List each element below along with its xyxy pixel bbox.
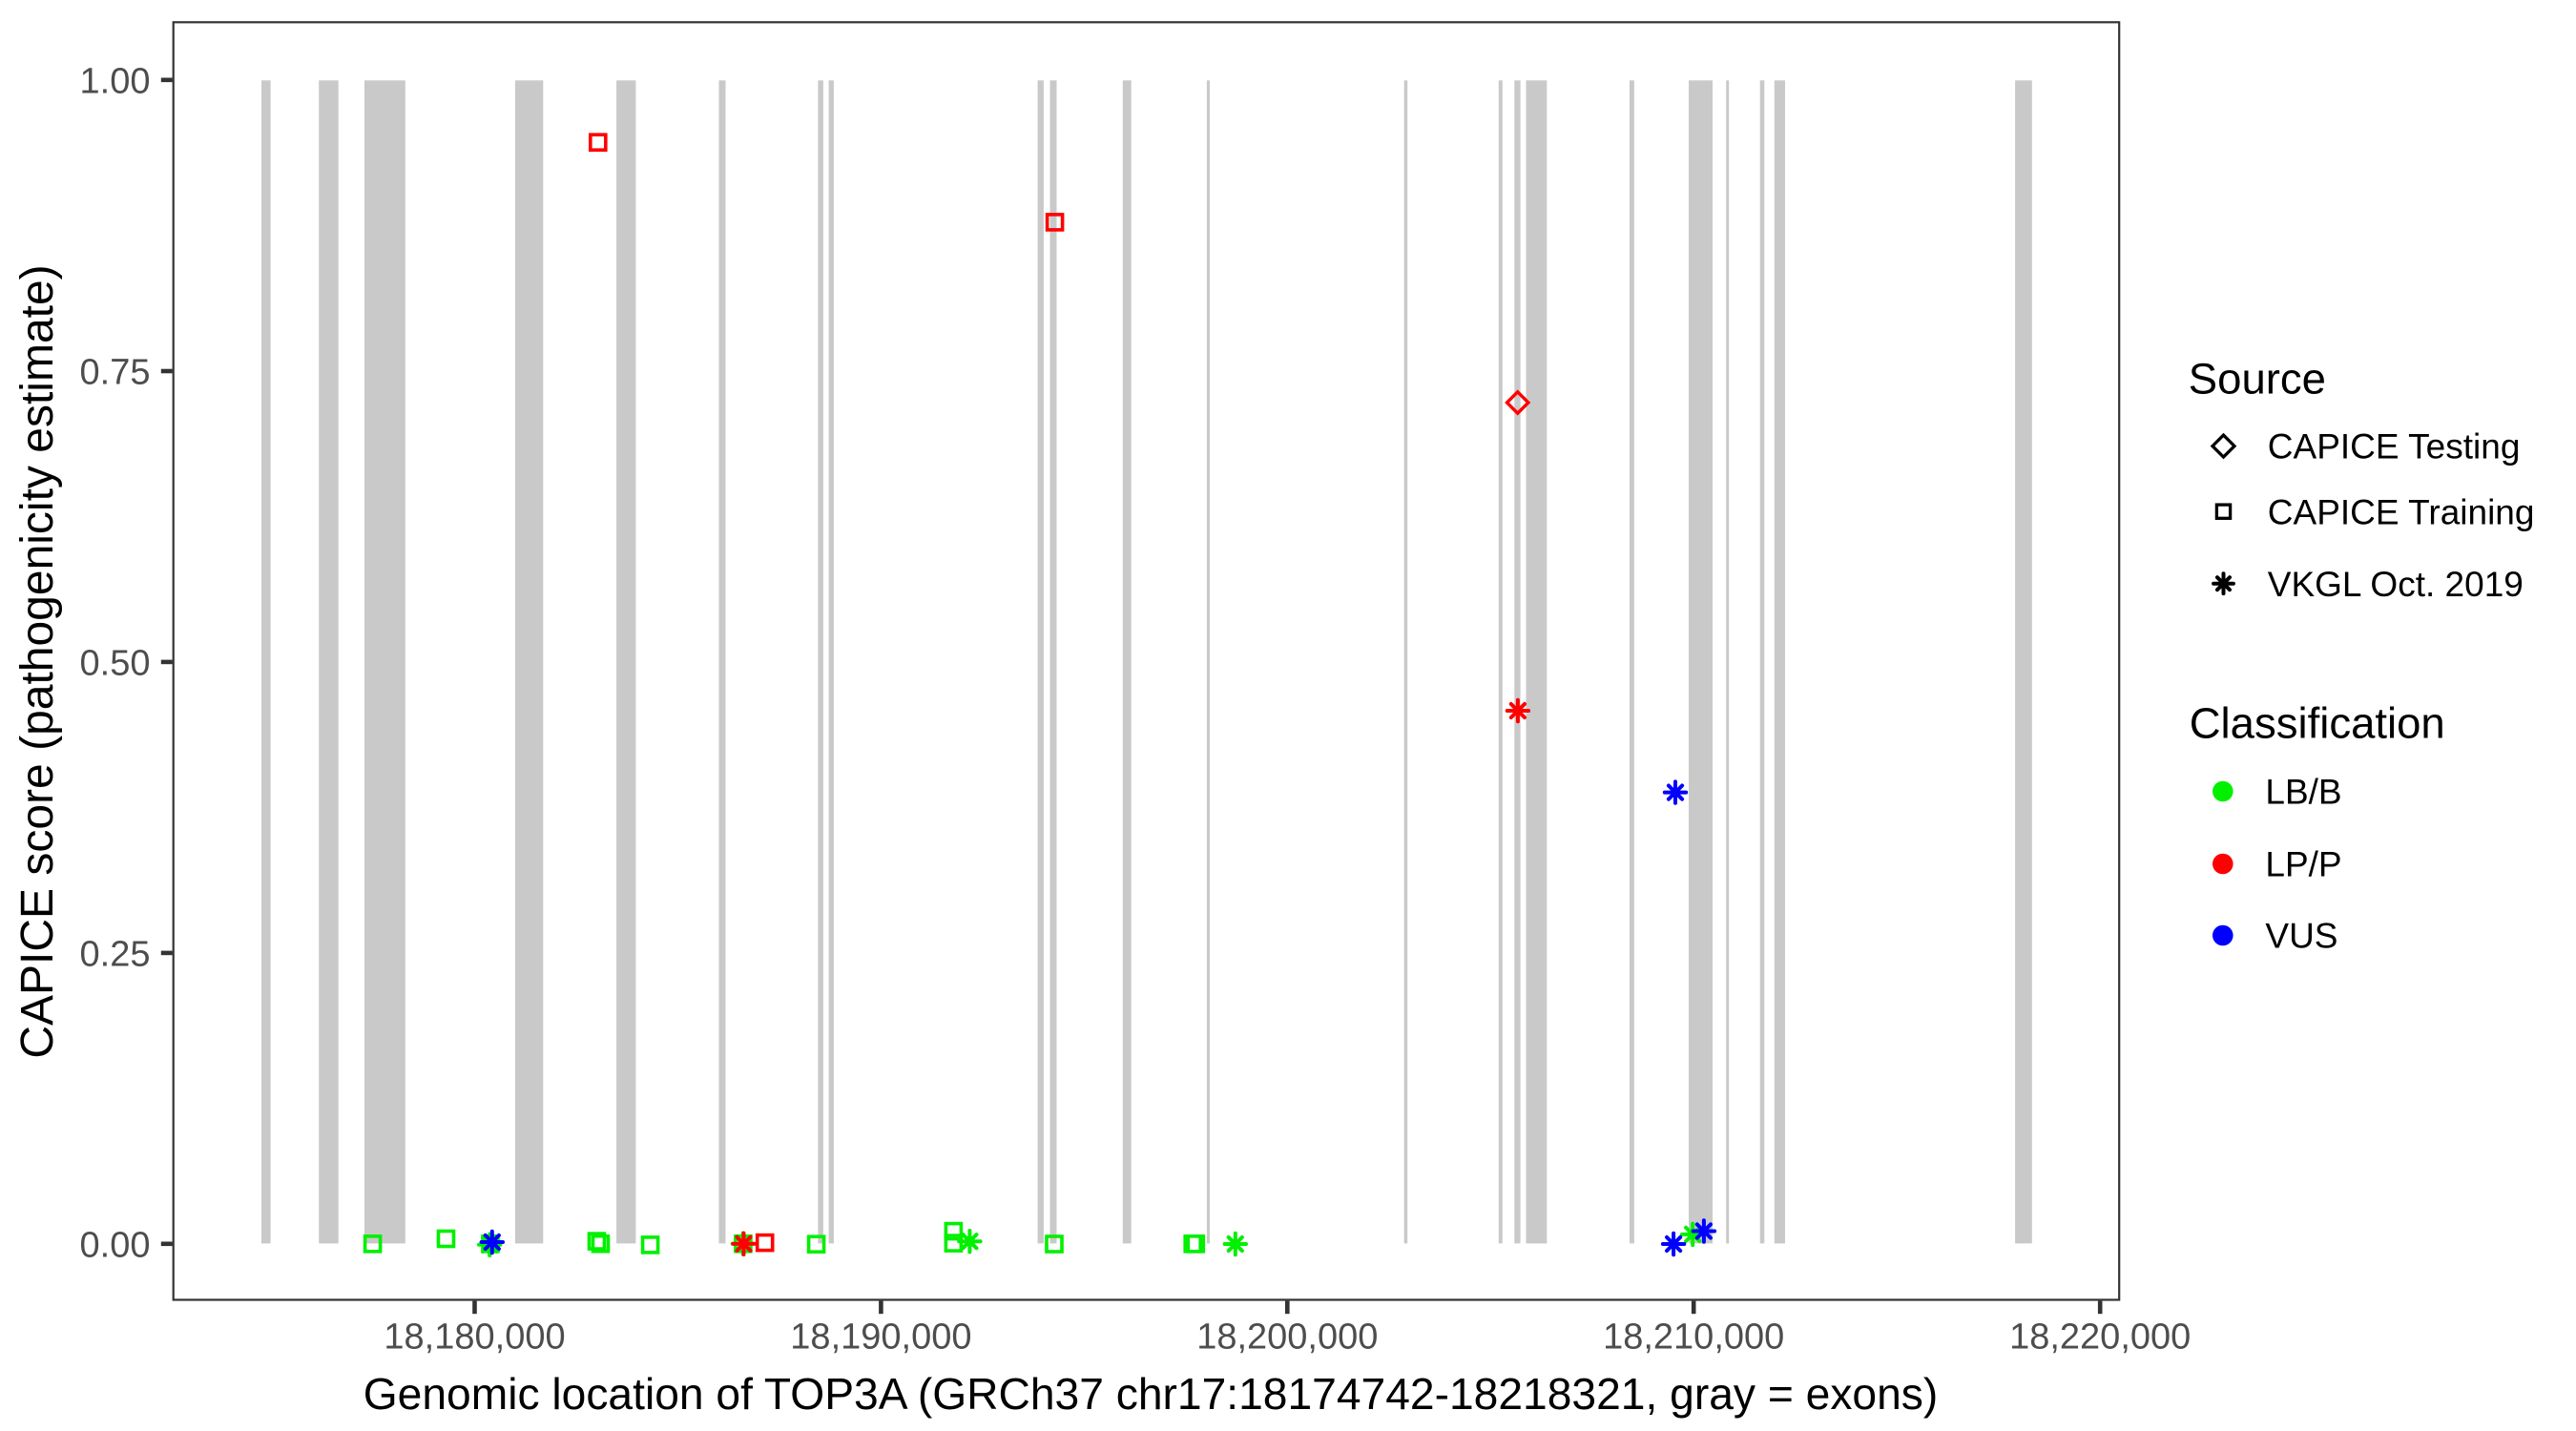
svg-text:VUS: VUS (2265, 917, 2337, 956)
svg-text:0.50: 0.50 (80, 643, 151, 683)
svg-text:0.25: 0.25 (80, 934, 151, 974)
svg-text:Classification: Classification (2190, 698, 2445, 747)
svg-text:LP/P: LP/P (2265, 845, 2341, 884)
svg-text:CAPICE Testing: CAPICE Testing (2268, 427, 2521, 467)
svg-text:18,190,000: 18,190,000 (790, 1317, 971, 1358)
svg-text:Genomic location of TOP3A (GRC: Genomic location of TOP3A (GRCh37 chr17:… (364, 1369, 1939, 1419)
svg-text:1.00: 1.00 (80, 61, 151, 101)
svg-text:18,220,000: 18,220,000 (2009, 1317, 2191, 1358)
svg-text:LB/B: LB/B (2265, 773, 2341, 812)
svg-text:18,200,000: 18,200,000 (1196, 1317, 1378, 1358)
svg-text:CAPICE Training: CAPICE Training (2268, 492, 2535, 531)
svg-text:18,210,000: 18,210,000 (1603, 1317, 1784, 1358)
svg-text:18,180,000: 18,180,000 (384, 1317, 565, 1358)
svg-text:Source: Source (2189, 355, 2326, 404)
svg-text:CAPICE score (pathogenicity es: CAPICE score (pathogenicity estimate) (12, 264, 63, 1058)
svg-text:0.00: 0.00 (80, 1225, 151, 1265)
svg-text:0.75: 0.75 (80, 353, 151, 393)
svg-text:VKGL Oct. 2019: VKGL Oct. 2019 (2268, 565, 2524, 604)
